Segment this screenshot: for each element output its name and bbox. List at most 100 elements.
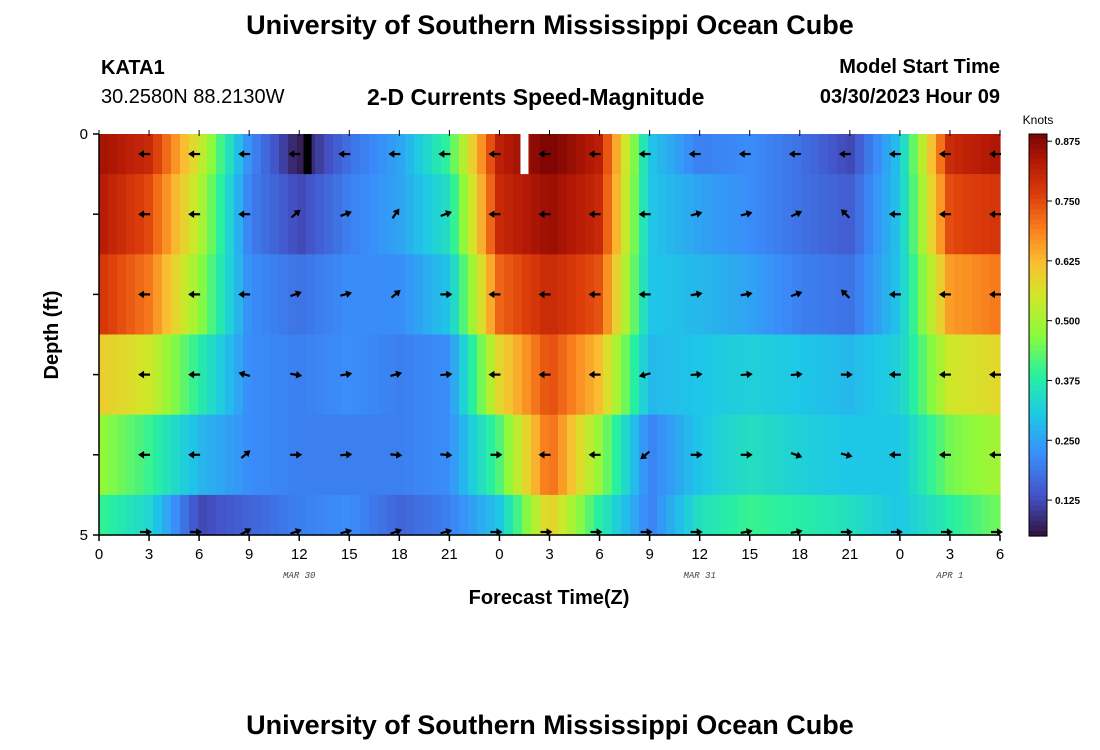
heat-cell [855, 254, 865, 336]
heat-cell [756, 494, 766, 536]
current-arrow [738, 150, 751, 158]
colorbar-cell [1029, 510, 1047, 517]
heat-cell [702, 174, 712, 255]
heat-cell [936, 494, 946, 536]
heat-cell [477, 494, 487, 536]
heat-cell [261, 254, 271, 336]
heat-cell [351, 174, 361, 255]
colorbar-cell [1029, 465, 1047, 472]
heat-cell [360, 134, 370, 175]
arrow-head [438, 150, 445, 158]
x-axis-title: Forecast Time(Z) [469, 587, 630, 609]
arrow-head [746, 451, 753, 459]
heat-cell [576, 334, 586, 416]
heat-cell [369, 254, 379, 336]
heat-cell [531, 134, 541, 175]
current-arrow [138, 290, 151, 299]
model-start-value: 03/30/2023 Hour 09 [819, 86, 1000, 108]
colorbar-cell [1029, 199, 1047, 205]
heat-cell [261, 174, 271, 255]
heat-cell [171, 254, 181, 336]
current-arrow [888, 290, 901, 299]
heat-cell [666, 334, 676, 416]
heat-cell [675, 334, 685, 416]
heat-cell [612, 494, 622, 536]
heat-cell [855, 494, 865, 536]
heat-cell [270, 134, 280, 175]
heat-cell [207, 334, 217, 416]
heat-cell [423, 254, 433, 336]
heat-cell [603, 174, 613, 255]
heat-cell [351, 414, 361, 496]
colorbar-cell [1029, 134, 1047, 140]
heat-cell [108, 134, 118, 175]
heat-cell [648, 254, 658, 336]
arrow-head [796, 528, 803, 536]
heat-cell [909, 134, 919, 175]
heat-cell [243, 494, 253, 536]
heat-cell [270, 254, 280, 336]
arrow-head [695, 290, 703, 298]
current-arrow [440, 451, 453, 459]
arrow-head [238, 370, 246, 379]
heat-cell [468, 134, 478, 175]
arrow-head [188, 451, 195, 459]
colorbar-cell [1029, 294, 1047, 301]
heat-cell [414, 174, 424, 255]
colorbar-cell [1029, 470, 1047, 477]
heat-cell [315, 254, 325, 336]
x-tick-label: 9 [245, 546, 253, 563]
arrow-head [344, 210, 352, 218]
heat-cell [99, 414, 109, 496]
colorbar-cell [1029, 254, 1047, 261]
arrow-head [188, 290, 195, 299]
heat-cell [954, 134, 964, 175]
current-arrow [538, 210, 551, 218]
arrow-head [638, 150, 645, 158]
current-arrow [840, 209, 851, 219]
arrow-head [538, 290, 545, 299]
heat-cell [954, 174, 964, 255]
x-tick-label: 18 [791, 546, 808, 563]
current-arrow [690, 370, 703, 379]
colorbar-tick-label: 0.375 [1055, 376, 1080, 387]
arrow-head [888, 451, 895, 459]
heat-cell [387, 254, 397, 336]
heat-cell [729, 334, 739, 416]
heat-cell [720, 254, 730, 336]
heat-cell [981, 254, 991, 336]
heat-cell [234, 414, 244, 496]
heat-cell [684, 174, 694, 255]
date-label: APR 1 [935, 571, 963, 581]
current-arrow [340, 450, 353, 459]
heat-cell [576, 254, 586, 336]
heat-cell [405, 414, 415, 496]
current-arrow [638, 371, 651, 379]
current-arrow [840, 289, 851, 299]
heat-cell [540, 494, 550, 536]
heat-cell [198, 334, 208, 416]
arrow-head [538, 210, 545, 218]
colorbar-cell [1029, 400, 1047, 406]
current-arrow [740, 370, 753, 379]
heat-cell [279, 254, 289, 336]
arrow-head [188, 210, 195, 218]
heat-cell [225, 134, 235, 175]
current-arrow [240, 450, 251, 459]
heat-cell [108, 414, 118, 496]
colorbar-tick-label: 0.250 [1055, 436, 1080, 447]
heat-cell [729, 134, 739, 175]
colorbar-cell [1029, 490, 1047, 497]
arrow-head [244, 528, 252, 535]
current-arrow [838, 150, 851, 158]
arrow-head [238, 210, 245, 218]
heat-cell [576, 494, 586, 536]
heat-cell [405, 174, 415, 255]
heat-cell [270, 414, 280, 496]
heat-cell [468, 334, 478, 416]
heat-cell [963, 414, 973, 496]
arrow-head [138, 210, 145, 218]
heat-cell [468, 494, 478, 536]
heat-cell [279, 414, 289, 496]
